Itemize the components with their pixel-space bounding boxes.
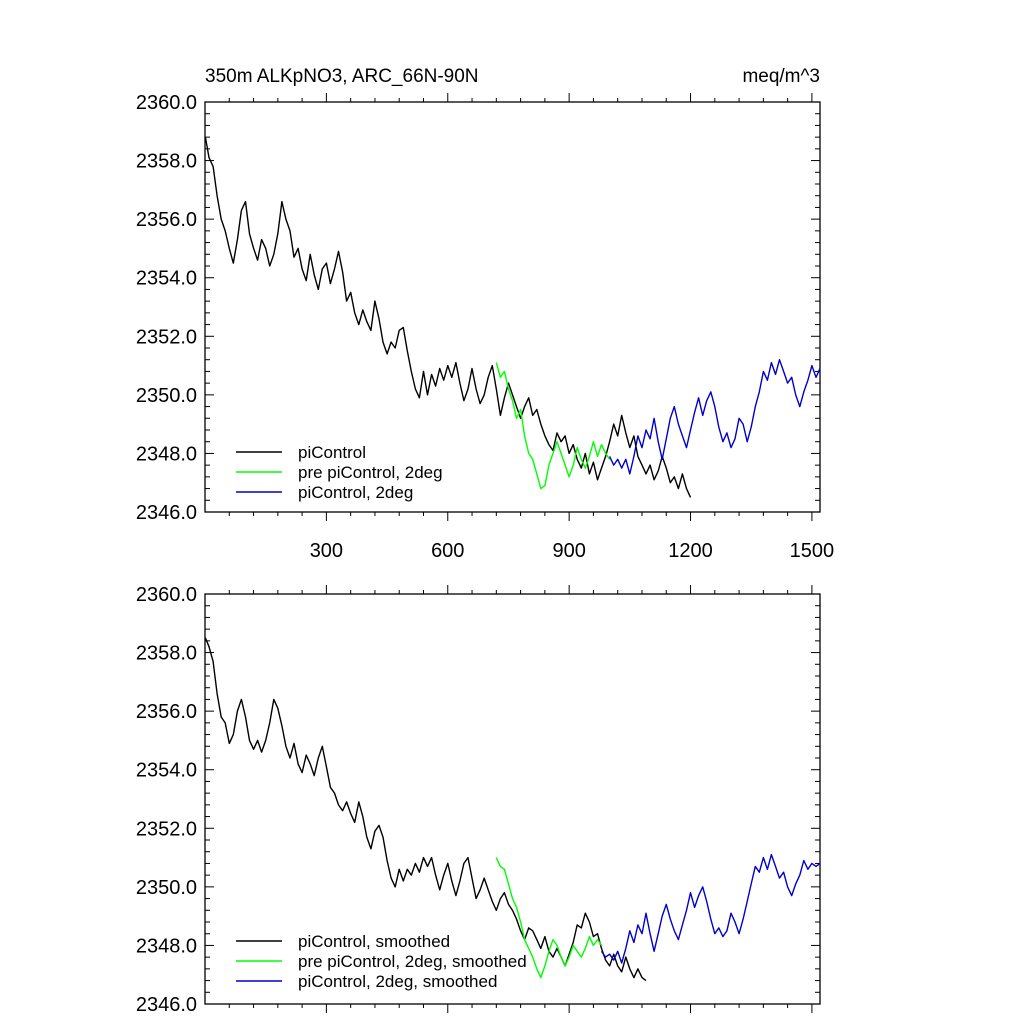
legend-label-0: piControl <box>298 443 366 462</box>
y-tick-label: 2358.0 <box>136 643 197 665</box>
legend-label-1: pre piControl, 2deg <box>298 463 443 482</box>
x-tick-label: 900 <box>552 540 585 562</box>
y-tick-label: 2350.0 <box>136 385 197 407</box>
top-axis-ticks: 2346.0 2348.0 2350.0 2352.0 2354.0 2356.0 2358… <box>136 92 834 562</box>
series-line-2 <box>600 853 821 964</box>
series-line-2 <box>608 359 821 475</box>
x-tick-label: 600 <box>431 540 464 562</box>
bottom-axis-ticks: 2346.0 2348.0 2350.0 2352.0 2354.0 2356.0 2358… <box>136 584 820 1016</box>
bottom-panel: 2346.0 2348.0 2350.0 2352.0 2354.0 2356.0 2358… <box>136 584 821 1016</box>
series-line-1 <box>495 857 603 979</box>
y-tick-label: 2358.0 <box>136 151 197 173</box>
y-tick-label: 2348.0 <box>136 443 197 465</box>
series-line-0 <box>204 136 692 498</box>
y-tick-label: 2350.0 <box>136 877 197 899</box>
series-line-1 <box>495 362 611 490</box>
legend-label-2: piControl, 2deg <box>298 483 413 502</box>
top-plot-frame <box>204 101 821 513</box>
legend-label-1: pre piControl, 2deg, smoothed <box>298 952 527 971</box>
legend-label-2: piControl, 2deg, smoothed <box>298 972 497 991</box>
top-panel: 350m ALKpNO3, ARC_66N-90N meq/m^3 2346.0… <box>136 66 834 562</box>
top-plot-title: 350m ALKpNO3, ARC_66N-90N <box>205 66 479 87</box>
top-series-lines <box>204 136 821 498</box>
y-tick-label: 2346.0 <box>136 994 197 1016</box>
top-plot-units: meq/m^3 <box>742 66 820 87</box>
bottom-plot-frame <box>204 593 821 1005</box>
y-tick-label: 2352.0 <box>136 326 197 348</box>
x-tick-label: 1500 <box>790 540 835 562</box>
y-tick-label: 2360.0 <box>136 584 197 606</box>
y-tick-label: 2354.0 <box>136 760 197 782</box>
y-tick-label: 2348.0 <box>136 935 197 957</box>
series-line-0 <box>204 637 647 982</box>
y-tick-label: 2356.0 <box>136 701 197 723</box>
legend-label-0: piControl, smoothed <box>298 932 450 951</box>
y-tick-label: 2356.0 <box>136 209 197 231</box>
y-tick-label: 2354.0 <box>136 268 197 290</box>
x-tick-label: 1200 <box>668 540 713 562</box>
y-tick-label: 2346.0 <box>136 502 197 524</box>
y-tick-label: 2360.0 <box>136 92 197 114</box>
y-tick-label: 2352.0 <box>136 818 197 840</box>
x-tick-label: 300 <box>310 540 343 562</box>
bottom-series-lines <box>204 637 821 982</box>
